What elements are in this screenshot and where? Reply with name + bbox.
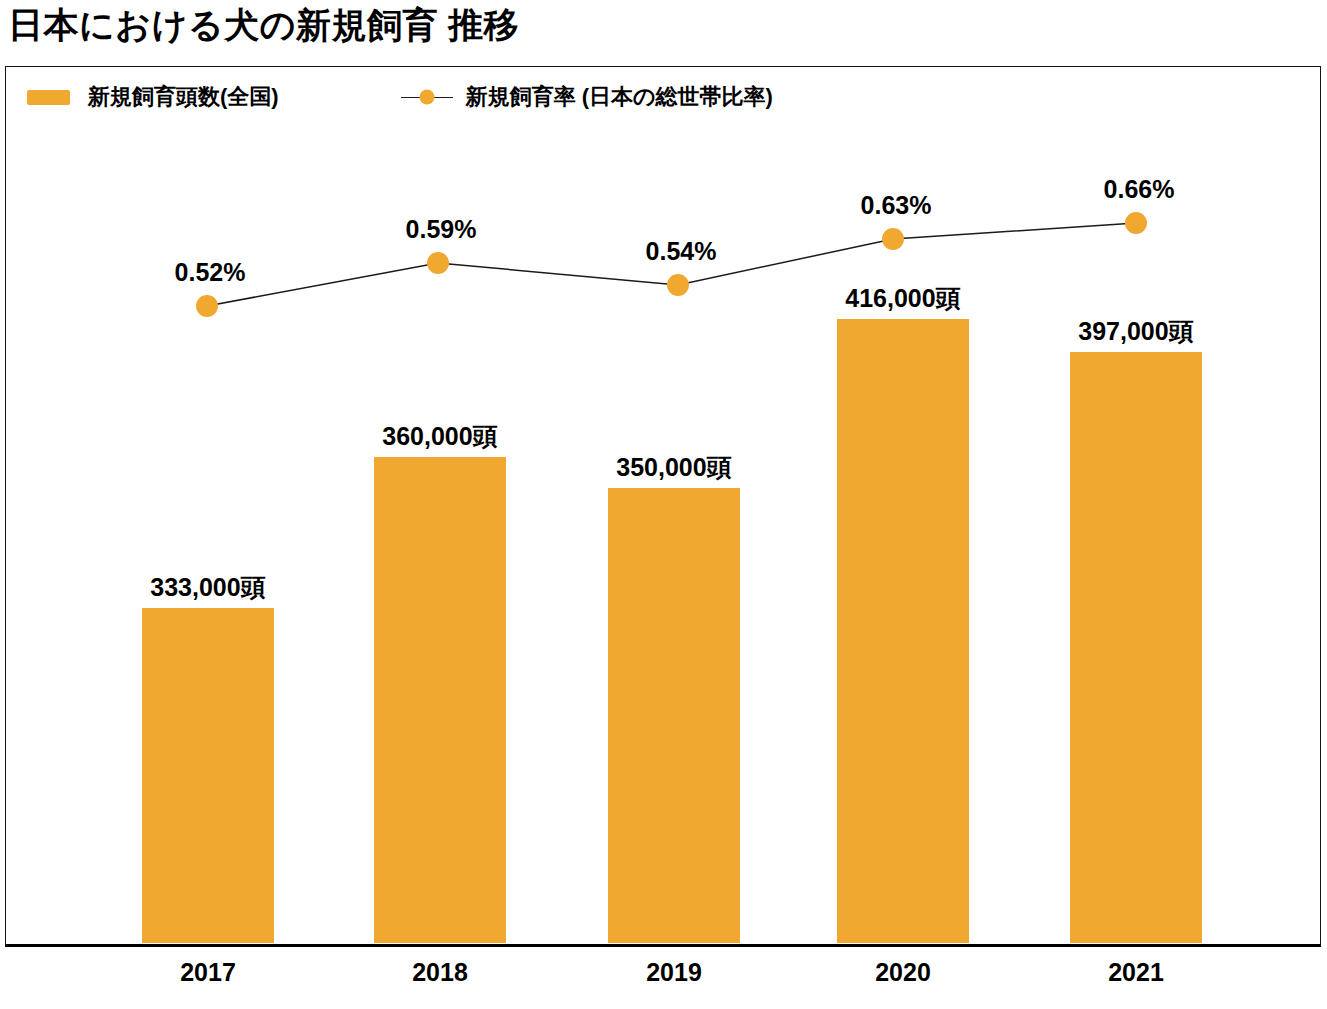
rate-value-label-2020: 0.63% xyxy=(861,192,932,218)
line-marker-dot-icon xyxy=(419,90,434,105)
bar-value-label-2019: 350,000頭 xyxy=(616,454,731,480)
x-axis-label-2020: 2020 xyxy=(875,958,931,987)
dog-ownership-infographic: 日本における犬の新規飼育 推移 新規飼育頭数(全国) 新規飼育率 (日本の総世帯… xyxy=(0,0,1327,1009)
line-series-marker-icon xyxy=(401,90,453,105)
bar-2021 xyxy=(1070,352,1202,943)
legend: 新規飼育頭数(全国) 新規飼育率 (日本の総世帯比率) xyxy=(27,82,773,112)
bar-2018 xyxy=(374,457,506,943)
bar-value-label-2017: 333,000頭 xyxy=(150,574,265,600)
x-axis-label-2021: 2021 xyxy=(1108,958,1164,987)
bar-2017 xyxy=(142,608,274,943)
bar-2020 xyxy=(837,319,969,943)
rate-value-label-2019: 0.54% xyxy=(646,238,717,264)
legend-line-label: 新規飼育率 (日本の総世帯比率) xyxy=(466,82,773,112)
bar-2019 xyxy=(608,488,740,943)
rate-value-label-2017: 0.52% xyxy=(175,259,246,285)
page-title: 日本における犬の新規飼育 推移 xyxy=(8,2,519,49)
bar-series-swatch-icon xyxy=(27,90,70,105)
x-axis-label-2018: 2018 xyxy=(412,958,468,987)
rate-value-label-2018: 0.59% xyxy=(406,216,477,242)
x-axis-label-2019: 2019 xyxy=(646,958,702,987)
bar-value-label-2021: 397,000頭 xyxy=(1078,318,1193,344)
bar-value-label-2018: 360,000頭 xyxy=(382,423,497,449)
x-axis-label-2017: 2017 xyxy=(180,958,236,987)
bar-value-label-2020: 416,000頭 xyxy=(845,285,960,311)
legend-bar-label: 新規飼育頭数(全国) xyxy=(88,82,279,112)
rate-value-label-2021: 0.66% xyxy=(1104,176,1175,202)
